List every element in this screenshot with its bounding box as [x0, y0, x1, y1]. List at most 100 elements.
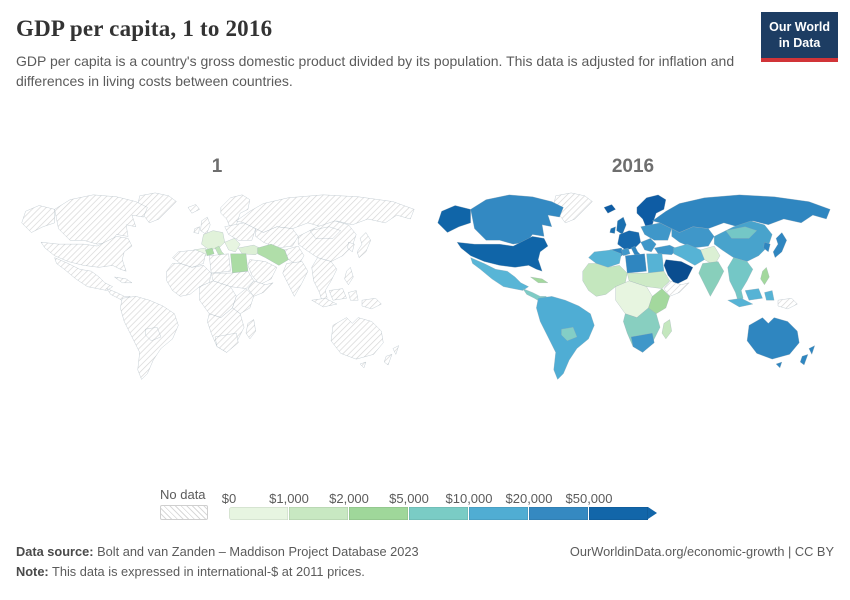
region-usa[interactable] [457, 236, 548, 271]
region-alaska[interactable] [438, 205, 471, 232]
region-usa[interactable] [41, 236, 132, 271]
region-papua-new-guinea[interactable] [362, 298, 381, 309]
region-tunisia[interactable] [621, 248, 630, 256]
legend-segment[interactable] [469, 506, 529, 520]
region-australia[interactable] [331, 317, 383, 359]
region-japan[interactable] [357, 232, 371, 257]
region-balkans-greece[interactable] [225, 238, 240, 252]
region-indonesia[interactable] [728, 288, 774, 306]
region-southeast-asia[interactable] [312, 257, 337, 301]
region-middle-east[interactable] [258, 244, 289, 265]
region-central-asia[interactable] [672, 226, 715, 247]
region-bolivia[interactable] [561, 327, 576, 341]
region-uk[interactable] [194, 217, 210, 234]
region-afghanistan-pakistan[interactable] [285, 246, 304, 265]
region-madagascar[interactable] [662, 319, 672, 338]
region-india[interactable] [699, 261, 724, 296]
page-title: GDP per capita, 1 to 2016 [16, 16, 273, 41]
region-northwest-africa[interactable] [173, 250, 206, 267]
note-text: This data is expressed in international-… [52, 563, 365, 579]
region-balkans-greece[interactable] [641, 238, 656, 252]
region-egypt[interactable] [231, 253, 248, 272]
region-japan[interactable] [773, 232, 787, 257]
chart-header: GDP per capita, 1 to 2016 GDP per capita… [0, 0, 850, 92]
map-panel-year-1: 1 [14, 156, 420, 383]
region-scandinavia[interactable] [221, 194, 250, 228]
legend-segment[interactable] [229, 506, 289, 520]
no-data-swatch[interactable] [160, 504, 208, 520]
legend-segment[interactable] [589, 506, 649, 520]
region-mexico[interactable] [55, 257, 113, 290]
region-philippines[interactable] [345, 267, 354, 284]
region-horn-of-africa[interactable] [248, 280, 273, 295]
region-mongolia[interactable] [310, 226, 341, 238]
region-alaska[interactable] [22, 205, 55, 232]
no-data-label: No data [160, 486, 206, 502]
region-south-africa[interactable] [215, 333, 238, 352]
legend: No data $0 $1,000 $2,000 $5,000 $10,000 … [160, 487, 850, 520]
region-canada[interactable] [55, 194, 148, 243]
legend-segment[interactable] [529, 506, 589, 520]
region-middle-east[interactable] [674, 244, 705, 265]
region-australia[interactable] [747, 317, 799, 359]
region-korea[interactable] [347, 242, 354, 252]
region-korea[interactable] [763, 242, 770, 252]
region-cuba[interactable] [115, 277, 132, 283]
legend-color-bar [229, 506, 669, 520]
region-afghanistan-pakistan[interactable] [701, 246, 720, 265]
region-canada[interactable] [471, 194, 564, 243]
region-tasmania[interactable] [776, 362, 782, 368]
legend-tick: $2,000 [329, 490, 369, 506]
owid-logo-line2: in Data [778, 36, 821, 51]
world-map-year-2016[interactable] [430, 190, 836, 383]
legend-tick: $0 [221, 490, 237, 506]
owid-logo-line1: Our World [769, 20, 830, 34]
region-iceland[interactable] [604, 204, 616, 213]
note-line: Note: This data is expressed in internat… [16, 562, 419, 582]
map-year-label-2016: 2016 [611, 155, 655, 177]
region-northwest-africa[interactable] [589, 250, 622, 267]
region-west-europe[interactable] [618, 230, 641, 249]
region-horn-of-africa[interactable] [664, 280, 689, 295]
footer-left: Data source: Bolt and van Zanden – Maddi… [16, 542, 419, 582]
region-scandinavia[interactable] [637, 194, 666, 228]
chart-subtitle: GDP per capita is a country's gross dome… [16, 53, 735, 90]
region-tasmania[interactable] [360, 362, 366, 368]
region-uk[interactable] [610, 217, 626, 234]
region-arabia[interactable] [664, 259, 693, 284]
region-new-zealand[interactable] [384, 345, 398, 364]
region-mexico[interactable] [471, 257, 529, 290]
region-south-africa[interactable] [631, 333, 654, 352]
region-libya[interactable] [625, 253, 646, 272]
legend-segment[interactable] [289, 506, 349, 520]
region-egypt[interactable] [647, 253, 664, 272]
legend-segment[interactable] [409, 506, 469, 520]
region-cuba[interactable] [531, 277, 548, 283]
region-bolivia[interactable] [145, 327, 160, 341]
world-map-year-1[interactable] [14, 190, 420, 383]
region-tunisia[interactable] [205, 248, 214, 256]
region-philippines[interactable] [761, 267, 770, 284]
region-india[interactable] [283, 261, 308, 296]
owid-logo[interactable]: Our World in Data [761, 12, 838, 62]
region-libya[interactable] [209, 253, 230, 272]
region-new-zealand[interactable] [800, 345, 814, 364]
region-papua-new-guinea[interactable] [778, 298, 797, 309]
chart-footer: Data source: Bolt and van Zanden – Maddi… [0, 542, 850, 582]
region-mongolia[interactable] [726, 226, 757, 238]
world-map-svg [430, 190, 836, 383]
data-source-line: Data source: Bolt and van Zanden – Maddi… [16, 542, 419, 562]
region-iceland[interactable] [188, 204, 200, 213]
region-arabia[interactable] [248, 259, 277, 284]
region-southeast-asia[interactable] [728, 257, 753, 301]
region-madagascar[interactable] [246, 319, 256, 338]
legend-segment[interactable] [349, 506, 409, 520]
footer-credit: OurWorldinData.org/economic-growth | CC … [569, 543, 834, 559]
legend-no-data: No data [160, 487, 208, 520]
legend-tick: $50,000 [565, 490, 613, 506]
region-west-europe[interactable] [202, 230, 225, 249]
legend-tick: $5,000 [389, 490, 429, 506]
region-indonesia[interactable] [312, 288, 358, 306]
region-central-asia[interactable] [256, 226, 299, 247]
